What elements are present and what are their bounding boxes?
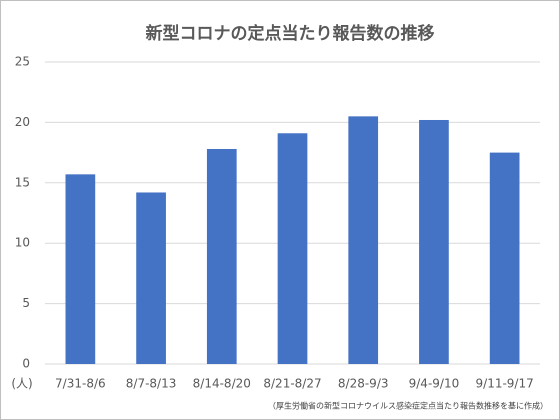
x-tick-label: 7/31-8/6	[55, 377, 106, 391]
bar	[419, 119, 449, 364]
bar	[65, 174, 96, 364]
x-tick-label: 9/11-9/17	[476, 377, 534, 391]
source-note: （厚生労働省の新型コロナウイルス感染症定点当たり報告数推移を基に作成）	[268, 401, 548, 411]
x-tick-label: 9/4-9/10	[409, 377, 460, 391]
y-tick-label: 10	[15, 236, 30, 250]
x-tick-label: 8/7-8/13	[126, 377, 177, 391]
y-tick-label: 0	[22, 357, 30, 371]
x-tick-label: 8/14-8/20	[193, 377, 251, 391]
unit-label: (人)	[11, 377, 32, 391]
chart-title: 新型コロナの定点当たり報告数の推移	[146, 23, 435, 44]
x-tick-label: 8/28-9/3	[338, 377, 389, 391]
bar	[348, 116, 379, 364]
bar	[277, 133, 308, 364]
y-tick-label: 25	[15, 55, 30, 69]
bar	[489, 152, 520, 364]
y-tick-label: 15	[15, 175, 30, 189]
bar	[206, 148, 237, 364]
y-tick-label: 20	[15, 115, 30, 129]
y-tick-label: 5	[22, 296, 30, 310]
x-tick-label: 8/21-8/27	[263, 377, 321, 391]
bar	[136, 192, 166, 364]
